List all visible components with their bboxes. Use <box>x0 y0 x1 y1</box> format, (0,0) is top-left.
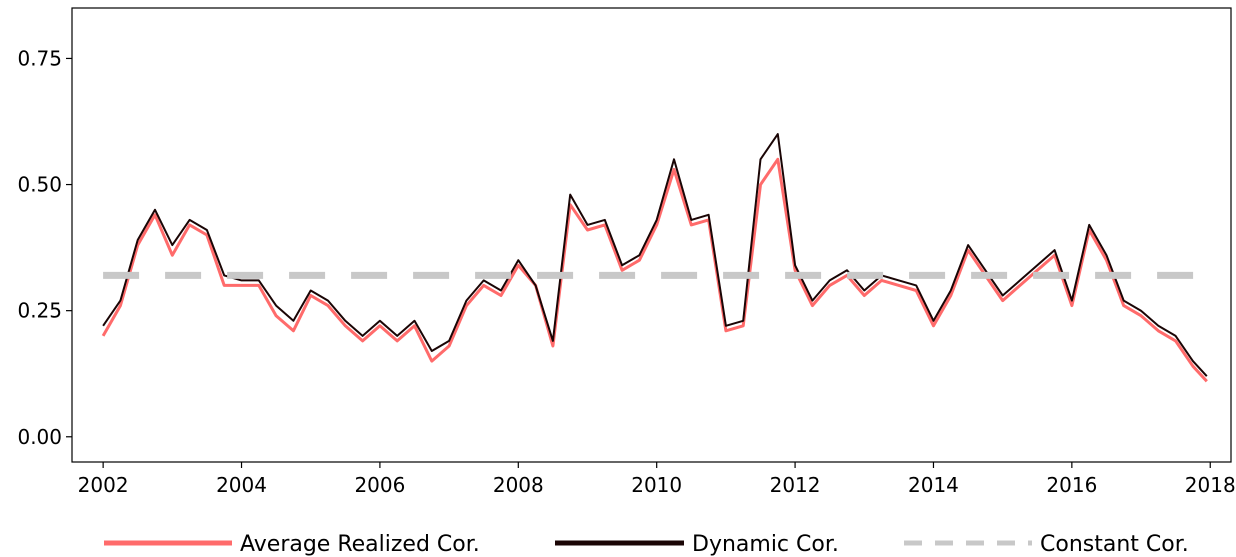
legend-label-average-realized: Average Realized Cor. <box>240 532 480 557</box>
series-line-dynamic-cor <box>102 133 1208 377</box>
x-tick-label: 2010 <box>631 473 682 497</box>
x-tick-label: 2008 <box>493 473 544 497</box>
x-tick-label: 2016 <box>1046 473 1097 497</box>
legend-label-constant: Constant Cor. <box>1040 532 1189 557</box>
x-tick-label: 2018 <box>1185 473 1236 497</box>
x-tick-label: 2006 <box>354 473 405 497</box>
y-tick-label: 0.50 <box>17 173 62 197</box>
x-axis: 2002 2004 2006 2008 2010 2012 2014 2016 2018 <box>78 462 1236 497</box>
x-tick-label: 2004 <box>216 473 267 497</box>
y-tick-label: 0.00 <box>17 425 62 449</box>
legend-label-dynamic: Dynamic Cor. <box>692 532 839 557</box>
y-axis: 0.00 0.25 0.50 0.75 <box>17 46 72 449</box>
y-tick-label: 0.25 <box>17 299 62 323</box>
legend: Average Realized Cor. Dynamic Cor. Const… <box>104 532 1189 557</box>
y-tick-label: 0.75 <box>17 46 62 70</box>
x-tick-label: 2002 <box>78 473 129 497</box>
x-tick-label: 2014 <box>908 473 959 497</box>
series-line-average-realized-cor <box>101 157 1208 383</box>
x-tick-label: 2012 <box>770 473 821 497</box>
plot-frame <box>71 7 1232 463</box>
series-layer <box>101 133 1208 383</box>
